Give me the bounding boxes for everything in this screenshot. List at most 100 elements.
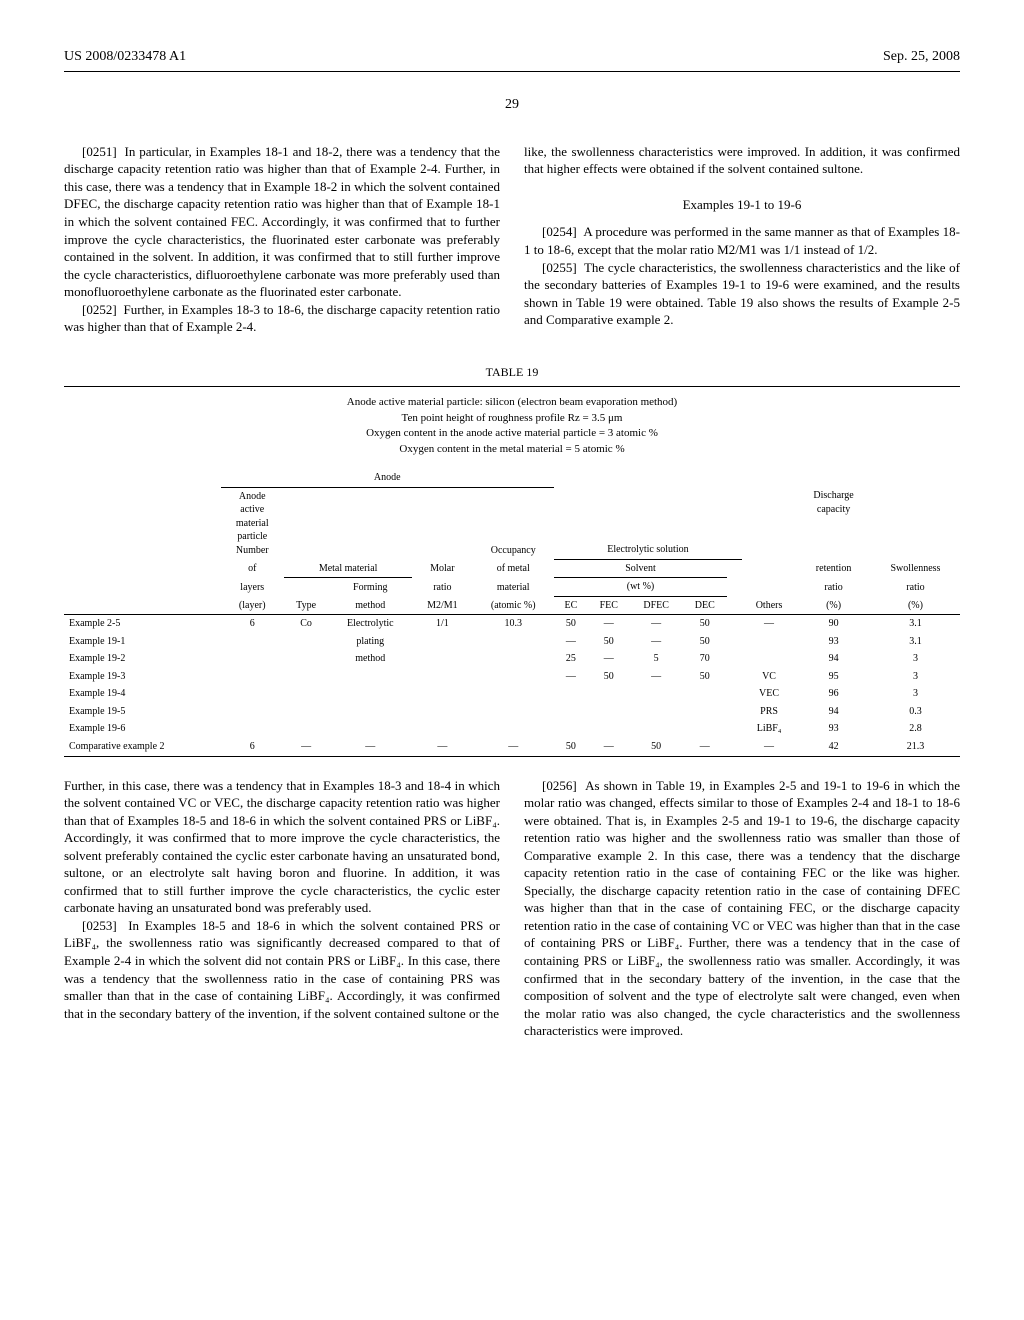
table-cell: 70 xyxy=(683,650,727,668)
header-occupancy: Occupancy xyxy=(472,487,554,559)
upper-columns: [0251] In particular, in Examples 18-1 a… xyxy=(64,143,960,336)
table-cell: 6 xyxy=(221,738,284,756)
table-cell: Comparative example 2 xyxy=(64,738,221,756)
header-metal: Metal material xyxy=(284,559,412,578)
para-text: As shown in Table 19, in Examples 2-5 an… xyxy=(524,778,960,1039)
table-cell: plating xyxy=(328,633,412,651)
table-cell: 95 xyxy=(796,668,871,686)
table-cell: 50 xyxy=(683,615,727,633)
header-particle: Anode active material particle Number xyxy=(221,487,284,559)
table-cell: 42 xyxy=(796,738,871,756)
caption-line: Oxygen content in the metal material = 5… xyxy=(399,443,624,455)
header-sub: ratio xyxy=(796,578,871,597)
table-cell: — xyxy=(588,650,630,668)
table-cell: 93 xyxy=(796,633,871,651)
table-cell xyxy=(472,720,554,738)
para-0255: [0255] The cycle characteristics, the sw… xyxy=(524,259,960,329)
lower-left-column: Further, in this case, there was a tende… xyxy=(64,777,500,1040)
para-text: The cycle characteristics, the swollenne… xyxy=(524,260,960,328)
table-cell: VEC xyxy=(742,685,796,703)
page-number: 29 xyxy=(64,96,960,115)
table-cell: 3.1 xyxy=(871,633,960,651)
caption-line: Ten point height of roughness profile Rz… xyxy=(402,412,623,424)
table-cell xyxy=(221,720,284,738)
table-cell: — xyxy=(630,668,683,686)
page-header: US 2008/0233478 A1 Sep. 25, 2008 xyxy=(64,48,960,72)
header-sub: method xyxy=(328,596,412,615)
table-cell: — xyxy=(554,668,588,686)
table-cell: Example 19-6 xyxy=(64,720,221,738)
para-text: In particular, in Examples 18-1 and 18-2… xyxy=(64,144,500,299)
header-fec: FEC xyxy=(588,596,630,615)
table-cell xyxy=(472,685,554,703)
para-0251: [0251] In particular, in Examples 18-1 a… xyxy=(64,143,500,301)
table-cell xyxy=(727,703,742,721)
header-unit: (%) xyxy=(796,596,871,615)
table-row: Example 19-3—50—50VC953 xyxy=(64,668,960,686)
table-cell: 50 xyxy=(554,615,588,633)
table-cell: 90 xyxy=(796,615,871,633)
table-cell: 50 xyxy=(683,633,727,651)
table-cell: Electrolytic xyxy=(328,615,412,633)
table-cell: — xyxy=(412,738,472,756)
table-cell: — xyxy=(284,738,328,756)
para-0252: [0252] Further, in Examples 18-3 to 18-6… xyxy=(64,301,500,336)
table-cell xyxy=(221,703,284,721)
table-cell xyxy=(554,720,588,738)
table-row: Example 19-1plating—50—50933.1 xyxy=(64,633,960,651)
para-0253: [0253] In Examples 18-5 and 18-6 in whic… xyxy=(64,917,500,1022)
patent-id: US 2008/0233478 A1 xyxy=(64,48,186,67)
table-cell: 0.3 xyxy=(871,703,960,721)
para-number: [0255] xyxy=(542,260,577,275)
para-number: [0254] xyxy=(542,224,577,239)
table-cell xyxy=(328,668,412,686)
table-cell: Example 19-5 xyxy=(64,703,221,721)
para-0254: [0254] A procedure was performed in the … xyxy=(524,223,960,258)
header-solvent: Solvent xyxy=(554,559,727,578)
table-cell: Example 19-3 xyxy=(64,668,221,686)
table-cell: 96 xyxy=(796,685,871,703)
table-cell xyxy=(284,703,328,721)
table-cell xyxy=(472,668,554,686)
table-cell xyxy=(588,720,630,738)
table-cell xyxy=(742,633,796,651)
table-cell: 50 xyxy=(588,668,630,686)
header-swollenness: Swollenness xyxy=(871,559,960,578)
para-text: A procedure was performed in the same ma… xyxy=(524,224,960,257)
header-sub: layers xyxy=(221,578,284,597)
examples-heading: Examples 19-1 to 19-6 xyxy=(524,196,960,214)
table-cell: 50 xyxy=(554,738,588,756)
table-cell xyxy=(472,633,554,651)
table-cell: — xyxy=(554,633,588,651)
header-dfec: DFEC xyxy=(630,596,683,615)
table-cell: 1/1 xyxy=(412,615,472,633)
para-number: [0253] xyxy=(82,918,117,933)
table-19: TABLE 19 Anode active material particle:… xyxy=(64,364,960,757)
header-sub: ratio xyxy=(871,578,960,597)
table-cell xyxy=(742,650,796,668)
header-wt: (wt %) xyxy=(554,578,727,597)
table-caption: Anode active material particle: silicon … xyxy=(69,389,955,457)
para-continuation-lower: Further, in this case, there was a tende… xyxy=(64,777,500,917)
table-cell xyxy=(472,650,554,668)
table-cell: — xyxy=(630,615,683,633)
header-unit: (%) xyxy=(871,596,960,615)
table-cell xyxy=(221,668,284,686)
table-cell xyxy=(221,650,284,668)
header-anode: Anode xyxy=(221,469,554,487)
table-cell xyxy=(328,720,412,738)
table-cell: 3 xyxy=(871,685,960,703)
table-cell xyxy=(284,668,328,686)
para-number: [0251] xyxy=(82,144,117,159)
table-cell: — xyxy=(472,738,554,756)
header-discharge: Discharge capacity xyxy=(796,487,871,559)
table-cell: Co xyxy=(284,615,328,633)
table-cell xyxy=(554,703,588,721)
lower-right-column: [0256] As shown in Table 19, in Examples… xyxy=(524,777,960,1040)
table-cell xyxy=(284,685,328,703)
table-cell: 94 xyxy=(796,650,871,668)
table-cell xyxy=(412,650,472,668)
header-unit: (atomic %) xyxy=(472,596,554,615)
para-continuation: like, the swollenness characteristics we… xyxy=(524,143,960,178)
table-row: Example 19-2method25—570943 xyxy=(64,650,960,668)
